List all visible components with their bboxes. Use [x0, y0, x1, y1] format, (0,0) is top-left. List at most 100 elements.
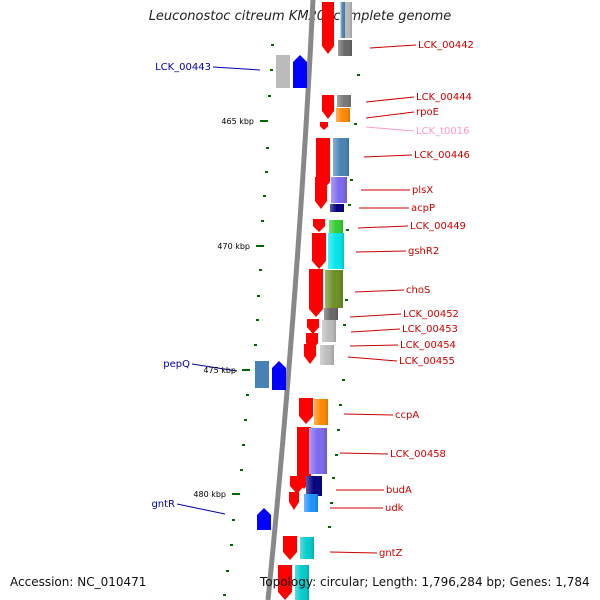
scale-tick — [256, 319, 259, 321]
label-leader-lines — [176, 44, 417, 554]
scale-tick — [328, 526, 331, 528]
reverse-gene-arrow — [257, 508, 271, 530]
forward-gene-arrow — [322, 2, 334, 54]
label-leader-line — [369, 44, 417, 49]
label-leader-line — [363, 154, 413, 158]
gene-label: LCK_00455 — [399, 356, 455, 367]
gene-label: LCK_00453 — [402, 324, 458, 335]
forward-gene-arrow — [290, 476, 304, 494]
cog-shade — [304, 494, 318, 512]
scale-tick — [268, 95, 271, 97]
gene-label: LCK_00442 — [418, 40, 474, 51]
scale-ticks — [223, 36, 360, 596]
gene-labels: LCK_00442 LCK_00443 LCK_00444 rpoE LCK_t0016… — [151, 40, 474, 559]
gene-label: LCK_t0016 — [416, 126, 469, 137]
cog-shade — [337, 95, 351, 107]
forward-gene-arrow — [299, 398, 313, 424]
gene-label: LCK_00458 — [390, 449, 446, 460]
scale-tick — [330, 502, 333, 504]
kbp-label: 475 kbp — [203, 366, 236, 375]
cog-shade — [295, 565, 309, 600]
gene-label: LCK_00454 — [400, 340, 456, 351]
reverse-gene-arrow — [272, 361, 286, 390]
label-leader-line — [329, 551, 378, 554]
gene-label: gntZ — [379, 548, 403, 559]
scale-tick — [345, 299, 348, 301]
forward-gene-arrow — [315, 177, 327, 209]
label-leader-line — [343, 413, 394, 416]
kbp-label: 480 kbp — [193, 490, 226, 499]
cog-shade — [306, 476, 322, 496]
forward-gene-arrow — [289, 492, 299, 510]
scale-tick — [223, 594, 226, 596]
major-tick — [260, 120, 268, 122]
gene-label: LCK_00449 — [410, 221, 466, 232]
scale-tick — [232, 519, 235, 521]
label-leader-line — [349, 313, 402, 318]
cog-shade — [329, 220, 343, 233]
accession-text: Accession: NC_010471 — [10, 575, 147, 589]
forward-gene-arrow — [307, 319, 319, 334]
scale-tick — [271, 44, 274, 46]
cog-shade — [333, 138, 349, 176]
label-leader-line — [365, 126, 415, 132]
gene-label: ccpA — [395, 410, 419, 421]
label-leader-line — [176, 503, 226, 515]
gene-label: budA — [386, 485, 412, 496]
scale-tick — [339, 404, 342, 406]
label-leader-line — [191, 363, 238, 372]
scale-tick — [266, 147, 269, 149]
forward-gene-arrow — [278, 565, 292, 600]
cog-shade — [300, 537, 314, 559]
scale-tick — [254, 344, 257, 346]
cog-shade — [322, 320, 336, 342]
scale-tick — [230, 544, 233, 546]
map-title: Leuconostoc citreum KM20, complete genom… — [148, 9, 452, 24]
label-leader-line — [347, 356, 398, 362]
forward-gene-arrow — [322, 95, 334, 119]
cog-shade — [330, 204, 344, 212]
cog-shade — [331, 177, 347, 203]
forward-gene-arrow — [297, 427, 311, 489]
label-leader-line — [357, 225, 409, 229]
gene-label: udk — [385, 503, 404, 514]
label-leader-line — [354, 289, 405, 293]
gene-label: LCK_00452 — [403, 309, 459, 320]
major-tick — [256, 245, 264, 247]
label-leader-line — [212, 66, 261, 71]
cog-shade — [309, 428, 327, 474]
label-leader-line — [339, 452, 389, 455]
gene-label: acpP — [411, 203, 435, 214]
gene-label: plsX — [412, 185, 433, 196]
reverse-gene-box — [255, 361, 269, 388]
scale-tick — [337, 429, 340, 431]
cog-shade — [341, 2, 345, 38]
scale-tick — [357, 74, 360, 76]
forward-gene-arrow — [283, 536, 297, 560]
major-tick — [242, 369, 250, 371]
scale-tick — [246, 394, 249, 396]
cog-shade — [324, 308, 338, 320]
scale-tick — [242, 444, 245, 446]
forward-gene-arrow — [313, 219, 325, 232]
cog-shade — [320, 345, 334, 365]
label-leader-line — [355, 250, 407, 253]
topology-info: Topology: circular; Length: 1,796,284 bp… — [260, 575, 590, 589]
forward-gene-arrow — [304, 344, 316, 364]
genome-backbone — [265, 0, 316, 600]
scale-tick — [257, 295, 260, 297]
scale-labels: 465 kbp 470 kbp 475 kbp 480 kbp — [193, 117, 254, 499]
gene-label: LCK_00446 — [414, 150, 470, 161]
scale-tick — [354, 123, 357, 125]
gene-label: LCK_00443 — [155, 62, 211, 73]
reverse-gene-box — [276, 55, 290, 88]
scale-tick — [263, 195, 266, 197]
label-leader-line — [350, 328, 401, 333]
forward-gene-arrow — [309, 269, 323, 317]
scale-tick — [259, 269, 262, 271]
gene-features — [255, 2, 352, 600]
scale-tick — [265, 171, 268, 173]
forward-gene-arrow — [312, 233, 326, 269]
scale-tick — [226, 570, 229, 572]
